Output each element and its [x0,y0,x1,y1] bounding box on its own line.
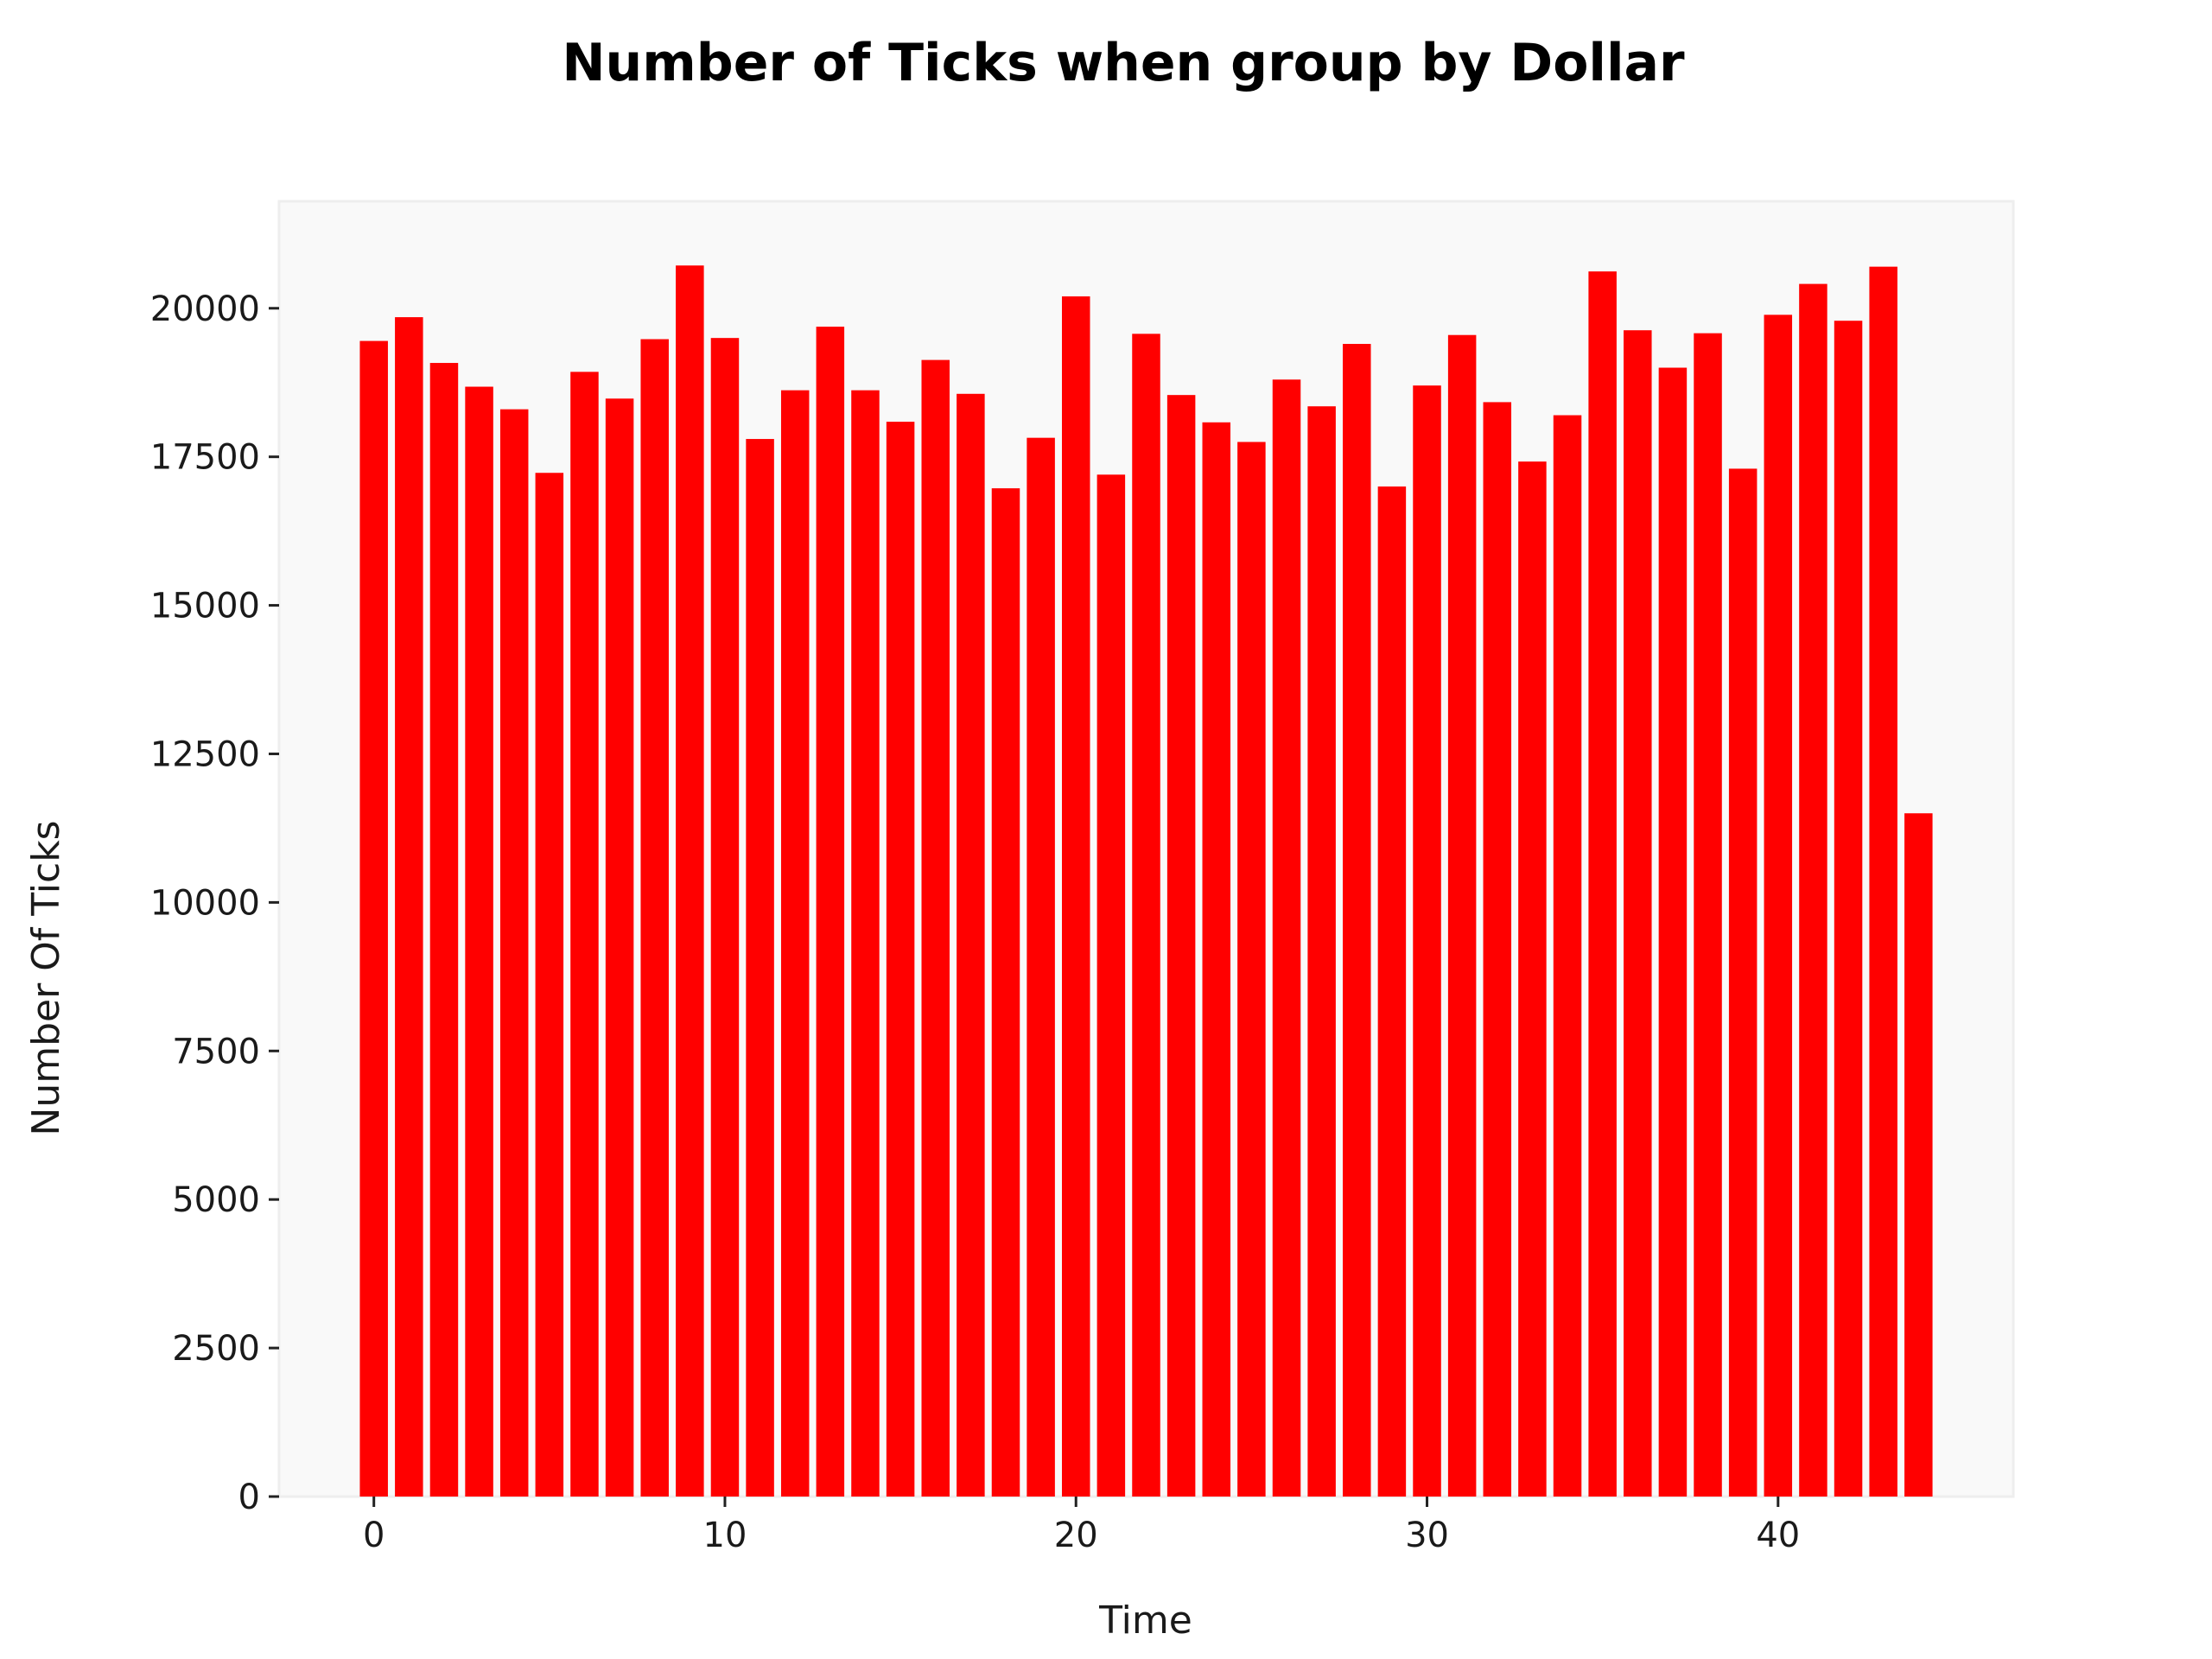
bar-4 [499,409,529,1497]
bar-39 [1728,468,1758,1497]
bar-18 [991,488,1020,1497]
bar-9 [676,265,704,1497]
bar-series [359,265,1933,1497]
chart-title: Number of Ticks when group by Dollar [562,33,1685,93]
bar-43 [1869,266,1897,1497]
y-tick-label-17500: 17500 [150,438,260,478]
bar-13 [816,327,845,1497]
x-axis-label: Time [1098,1599,1192,1643]
bar-38 [1694,333,1722,1497]
x-tick-label-40: 40 [1756,1516,1800,1555]
bar-42 [1834,321,1863,1497]
bar-3 [465,386,493,1497]
bar-1 [395,317,423,1497]
y-tick-label-2500: 2500 [172,1329,260,1369]
bar-28 [1343,344,1371,1497]
bar-5 [535,473,564,1497]
bar-19 [1027,437,1055,1497]
bar-32 [1483,402,1512,1497]
y-tick-label-12500: 12500 [150,734,260,774]
bar-17 [957,393,985,1497]
bar-41 [1799,283,1827,1497]
bar-15 [886,422,915,1497]
bar-11 [746,439,774,1497]
bar-24 [1202,422,1231,1497]
bar-36 [1624,330,1652,1497]
bar-33 [1518,461,1547,1497]
bar-10 [710,338,740,1497]
bar-2 [429,363,459,1497]
y-tick-label-20000: 20000 [150,289,260,329]
bar-29 [1377,486,1407,1497]
y-tick-label-10000: 10000 [150,883,260,923]
bar-27 [1307,406,1336,1497]
y-tick-label-15000: 15000 [150,587,260,626]
bar-8 [640,339,669,1497]
bar-44 [1904,813,1933,1497]
bar-12 [780,390,810,1497]
x-tick-label-0: 0 [363,1516,385,1555]
bar-30 [1413,385,1441,1497]
y-axis-label: Number Of Ticks [24,820,68,1135]
bar-37 [1658,367,1688,1497]
y-axis-ticks: 0 2500 5000 7500 10000 12500 15000 17500 20000 [150,289,279,1517]
bar-31 [1447,334,1477,1497]
x-tick-label-20: 20 [1054,1516,1098,1555]
bar-0 [359,340,388,1497]
bar-25 [1237,442,1266,1497]
bar-34 [1553,415,1582,1497]
bar-23 [1166,395,1196,1497]
y-tick-label-0: 0 [238,1478,260,1517]
bar-21 [1096,474,1126,1497]
bar-40 [1764,315,1793,1497]
y-tick-label-7500: 7500 [172,1032,260,1071]
bar-7 [605,398,634,1497]
y-tick-label-5000: 5000 [172,1180,260,1220]
bar-14 [851,390,880,1497]
bar-26 [1272,379,1301,1497]
x-tick-label-30: 30 [1405,1516,1449,1555]
x-tick-label-10: 10 [703,1516,747,1555]
bar-22 [1132,334,1160,1497]
bar-35 [1588,271,1617,1497]
bar-6 [570,372,599,1497]
bar-16 [921,359,950,1497]
x-axis-ticks: 0 10 20 30 40 [363,1497,1800,1555]
bar-20 [1061,296,1090,1497]
